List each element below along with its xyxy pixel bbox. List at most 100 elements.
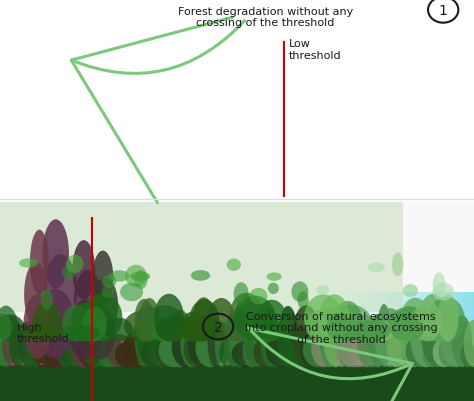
Ellipse shape xyxy=(443,53,456,71)
FancyBboxPatch shape xyxy=(393,88,397,196)
Ellipse shape xyxy=(396,77,410,97)
Ellipse shape xyxy=(166,310,194,367)
Ellipse shape xyxy=(438,295,458,342)
Ellipse shape xyxy=(245,111,259,163)
FancyBboxPatch shape xyxy=(381,88,384,196)
Ellipse shape xyxy=(374,115,394,163)
Ellipse shape xyxy=(401,307,415,367)
Ellipse shape xyxy=(319,306,353,342)
FancyBboxPatch shape xyxy=(347,88,351,196)
FancyBboxPatch shape xyxy=(466,88,470,196)
Ellipse shape xyxy=(321,131,351,163)
Ellipse shape xyxy=(77,37,100,96)
Ellipse shape xyxy=(367,263,385,273)
FancyBboxPatch shape xyxy=(337,292,341,401)
Ellipse shape xyxy=(316,285,329,295)
Ellipse shape xyxy=(303,333,333,367)
Ellipse shape xyxy=(159,334,190,367)
FancyBboxPatch shape xyxy=(444,88,447,196)
FancyBboxPatch shape xyxy=(322,88,326,196)
Ellipse shape xyxy=(26,107,46,163)
Ellipse shape xyxy=(256,300,287,342)
Ellipse shape xyxy=(304,295,342,342)
FancyBboxPatch shape xyxy=(461,88,465,196)
Ellipse shape xyxy=(388,102,404,163)
FancyBboxPatch shape xyxy=(347,292,351,401)
FancyBboxPatch shape xyxy=(449,292,452,401)
Ellipse shape xyxy=(350,322,386,342)
FancyBboxPatch shape xyxy=(383,88,386,196)
FancyBboxPatch shape xyxy=(469,292,473,401)
Ellipse shape xyxy=(228,109,252,138)
Ellipse shape xyxy=(350,329,370,367)
Ellipse shape xyxy=(193,53,211,74)
Ellipse shape xyxy=(260,308,280,367)
Ellipse shape xyxy=(215,322,229,367)
FancyBboxPatch shape xyxy=(368,292,371,401)
Ellipse shape xyxy=(316,81,337,89)
Ellipse shape xyxy=(247,138,281,163)
FancyBboxPatch shape xyxy=(337,88,341,196)
FancyBboxPatch shape xyxy=(343,88,346,196)
Ellipse shape xyxy=(386,327,418,367)
Ellipse shape xyxy=(74,71,89,87)
Ellipse shape xyxy=(429,87,448,103)
Ellipse shape xyxy=(315,82,327,92)
Ellipse shape xyxy=(30,230,49,294)
Ellipse shape xyxy=(421,310,455,367)
Ellipse shape xyxy=(419,294,447,342)
FancyBboxPatch shape xyxy=(328,292,331,401)
Ellipse shape xyxy=(18,320,42,367)
Ellipse shape xyxy=(179,312,209,342)
Ellipse shape xyxy=(62,137,82,163)
Ellipse shape xyxy=(124,310,164,342)
Ellipse shape xyxy=(84,306,115,360)
Ellipse shape xyxy=(97,48,118,102)
Ellipse shape xyxy=(15,101,39,138)
Ellipse shape xyxy=(11,133,37,163)
FancyBboxPatch shape xyxy=(406,88,409,196)
Ellipse shape xyxy=(16,101,45,163)
Ellipse shape xyxy=(51,126,69,163)
Ellipse shape xyxy=(354,314,378,367)
Ellipse shape xyxy=(135,307,154,367)
Ellipse shape xyxy=(338,334,370,367)
Ellipse shape xyxy=(169,64,187,72)
FancyBboxPatch shape xyxy=(330,88,333,196)
Ellipse shape xyxy=(428,125,448,163)
Ellipse shape xyxy=(251,123,265,163)
Text: Conversion of natural ecosystems
into cropland without any crossing
of the thres: Conversion of natural ecosystems into cr… xyxy=(245,311,438,344)
Ellipse shape xyxy=(45,17,72,85)
Ellipse shape xyxy=(191,270,210,281)
FancyBboxPatch shape xyxy=(431,292,435,401)
FancyBboxPatch shape xyxy=(0,203,403,312)
Ellipse shape xyxy=(155,316,190,342)
Ellipse shape xyxy=(187,91,220,138)
Ellipse shape xyxy=(92,278,118,333)
Ellipse shape xyxy=(98,111,130,163)
FancyBboxPatch shape xyxy=(375,88,379,196)
Ellipse shape xyxy=(381,122,400,163)
FancyBboxPatch shape xyxy=(421,292,424,401)
FancyBboxPatch shape xyxy=(413,88,417,196)
Ellipse shape xyxy=(362,127,382,163)
Ellipse shape xyxy=(412,94,452,138)
Ellipse shape xyxy=(215,120,241,163)
FancyBboxPatch shape xyxy=(363,292,366,401)
Ellipse shape xyxy=(129,139,159,163)
FancyBboxPatch shape xyxy=(408,88,412,196)
Ellipse shape xyxy=(349,95,382,138)
Ellipse shape xyxy=(292,282,309,302)
Ellipse shape xyxy=(55,318,77,367)
Ellipse shape xyxy=(28,91,57,155)
Ellipse shape xyxy=(77,332,103,367)
Ellipse shape xyxy=(146,118,166,138)
Ellipse shape xyxy=(43,337,65,367)
Ellipse shape xyxy=(153,57,169,74)
Ellipse shape xyxy=(45,315,75,367)
Ellipse shape xyxy=(369,321,395,342)
Ellipse shape xyxy=(10,325,26,367)
FancyBboxPatch shape xyxy=(383,292,386,401)
FancyBboxPatch shape xyxy=(0,0,474,196)
Ellipse shape xyxy=(0,103,14,163)
